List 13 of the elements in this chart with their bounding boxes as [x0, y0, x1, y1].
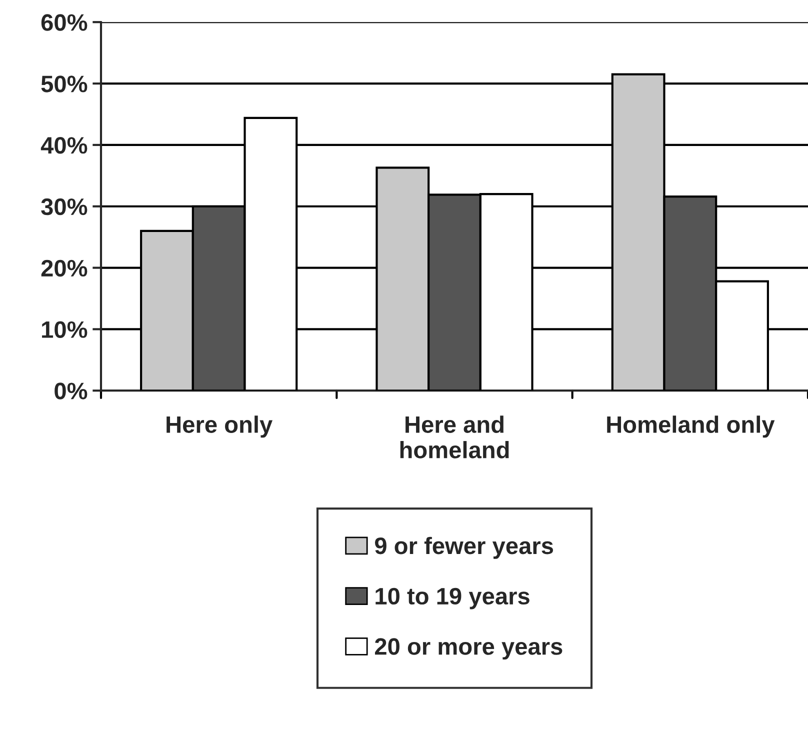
y-tick-label: 40%	[40, 137, 88, 154]
y-tick-label: 30%	[41, 198, 88, 216]
y-tick-label: 60%	[41, 14, 88, 31]
x-tick-label: Here only	[166, 416, 273, 438]
y-tick-label: 0%	[54, 382, 88, 400]
legend-label: 20 or more years	[374, 638, 562, 660]
y-tick-label: 50%	[41, 76, 88, 92]
x-tick-label: Here and homeland	[400, 416, 509, 458]
y-tick-label: 20%	[41, 260, 88, 277]
x-tick-label: Homeland only	[607, 416, 775, 438]
legend-label: 9 or fewer years	[374, 536, 554, 559]
y-tick-label: 10%	[42, 321, 88, 338]
legend-label: 10 to 19 years	[376, 588, 530, 610]
